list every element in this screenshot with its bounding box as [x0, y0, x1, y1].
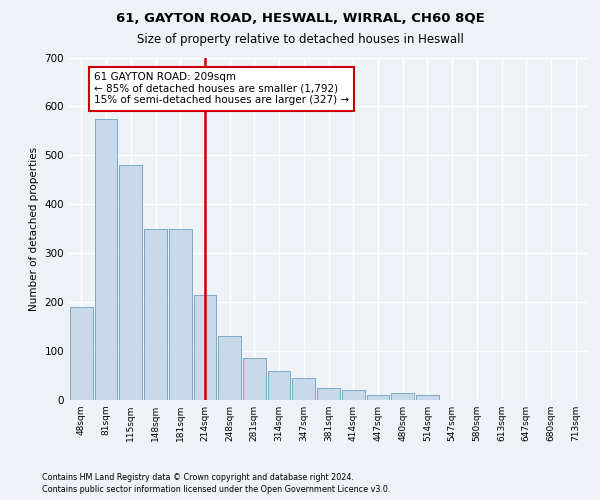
Bar: [119, 165, 142, 400]
Bar: [317, 388, 340, 400]
Bar: [268, 370, 290, 400]
Text: 61, GAYTON ROAD, HESWALL, WIRRAL, CH60 8QE: 61, GAYTON ROAD, HESWALL, WIRRAL, CH60 8…: [116, 12, 484, 26]
Bar: [367, 395, 389, 400]
Bar: [95, 118, 118, 400]
Bar: [70, 307, 93, 400]
Y-axis label: Number of detached properties: Number of detached properties: [29, 146, 39, 311]
Text: Size of property relative to detached houses in Heswall: Size of property relative to detached ho…: [137, 32, 463, 46]
Text: 61 GAYTON ROAD: 209sqm
← 85% of detached houses are smaller (1,792)
15% of semi-: 61 GAYTON ROAD: 209sqm ← 85% of detached…: [94, 72, 349, 106]
Bar: [169, 229, 191, 400]
Bar: [194, 295, 216, 400]
Bar: [391, 392, 414, 400]
Bar: [342, 390, 365, 400]
Bar: [144, 229, 167, 400]
Bar: [292, 378, 315, 400]
Text: Contains HM Land Registry data © Crown copyright and database right 2024.: Contains HM Land Registry data © Crown c…: [42, 472, 354, 482]
Bar: [218, 336, 241, 400]
Bar: [243, 358, 266, 400]
Bar: [416, 395, 439, 400]
Text: Contains public sector information licensed under the Open Government Licence v3: Contains public sector information licen…: [42, 485, 391, 494]
